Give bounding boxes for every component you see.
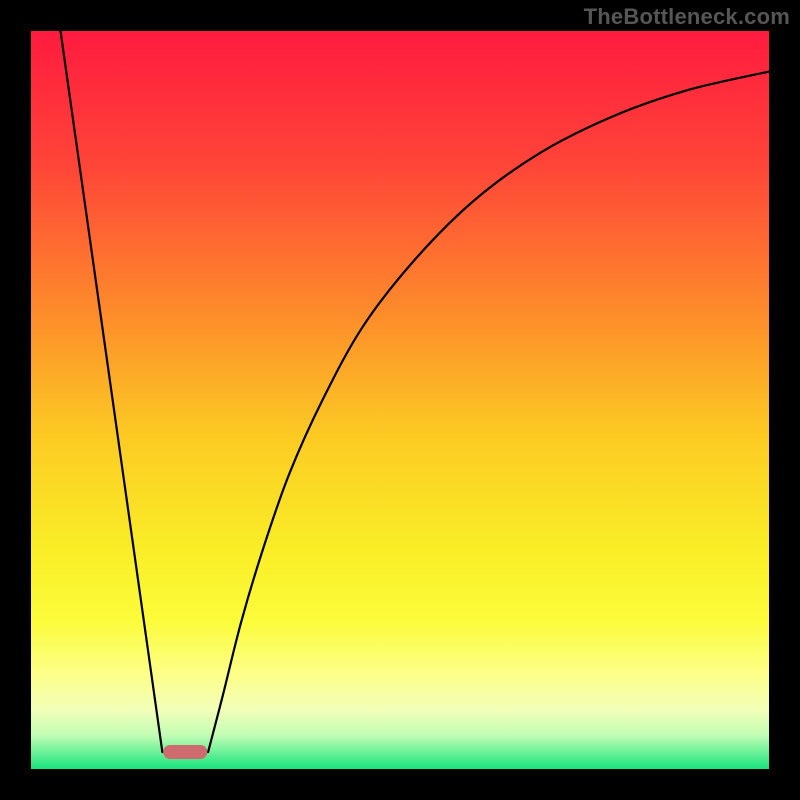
chart-frame: TheBottleneck.com	[0, 0, 800, 800]
watermark-text: TheBottleneck.com	[584, 4, 790, 30]
optimal-marker	[163, 745, 207, 759]
gradient-background	[31, 31, 769, 769]
bottleneck-chart	[31, 31, 769, 769]
